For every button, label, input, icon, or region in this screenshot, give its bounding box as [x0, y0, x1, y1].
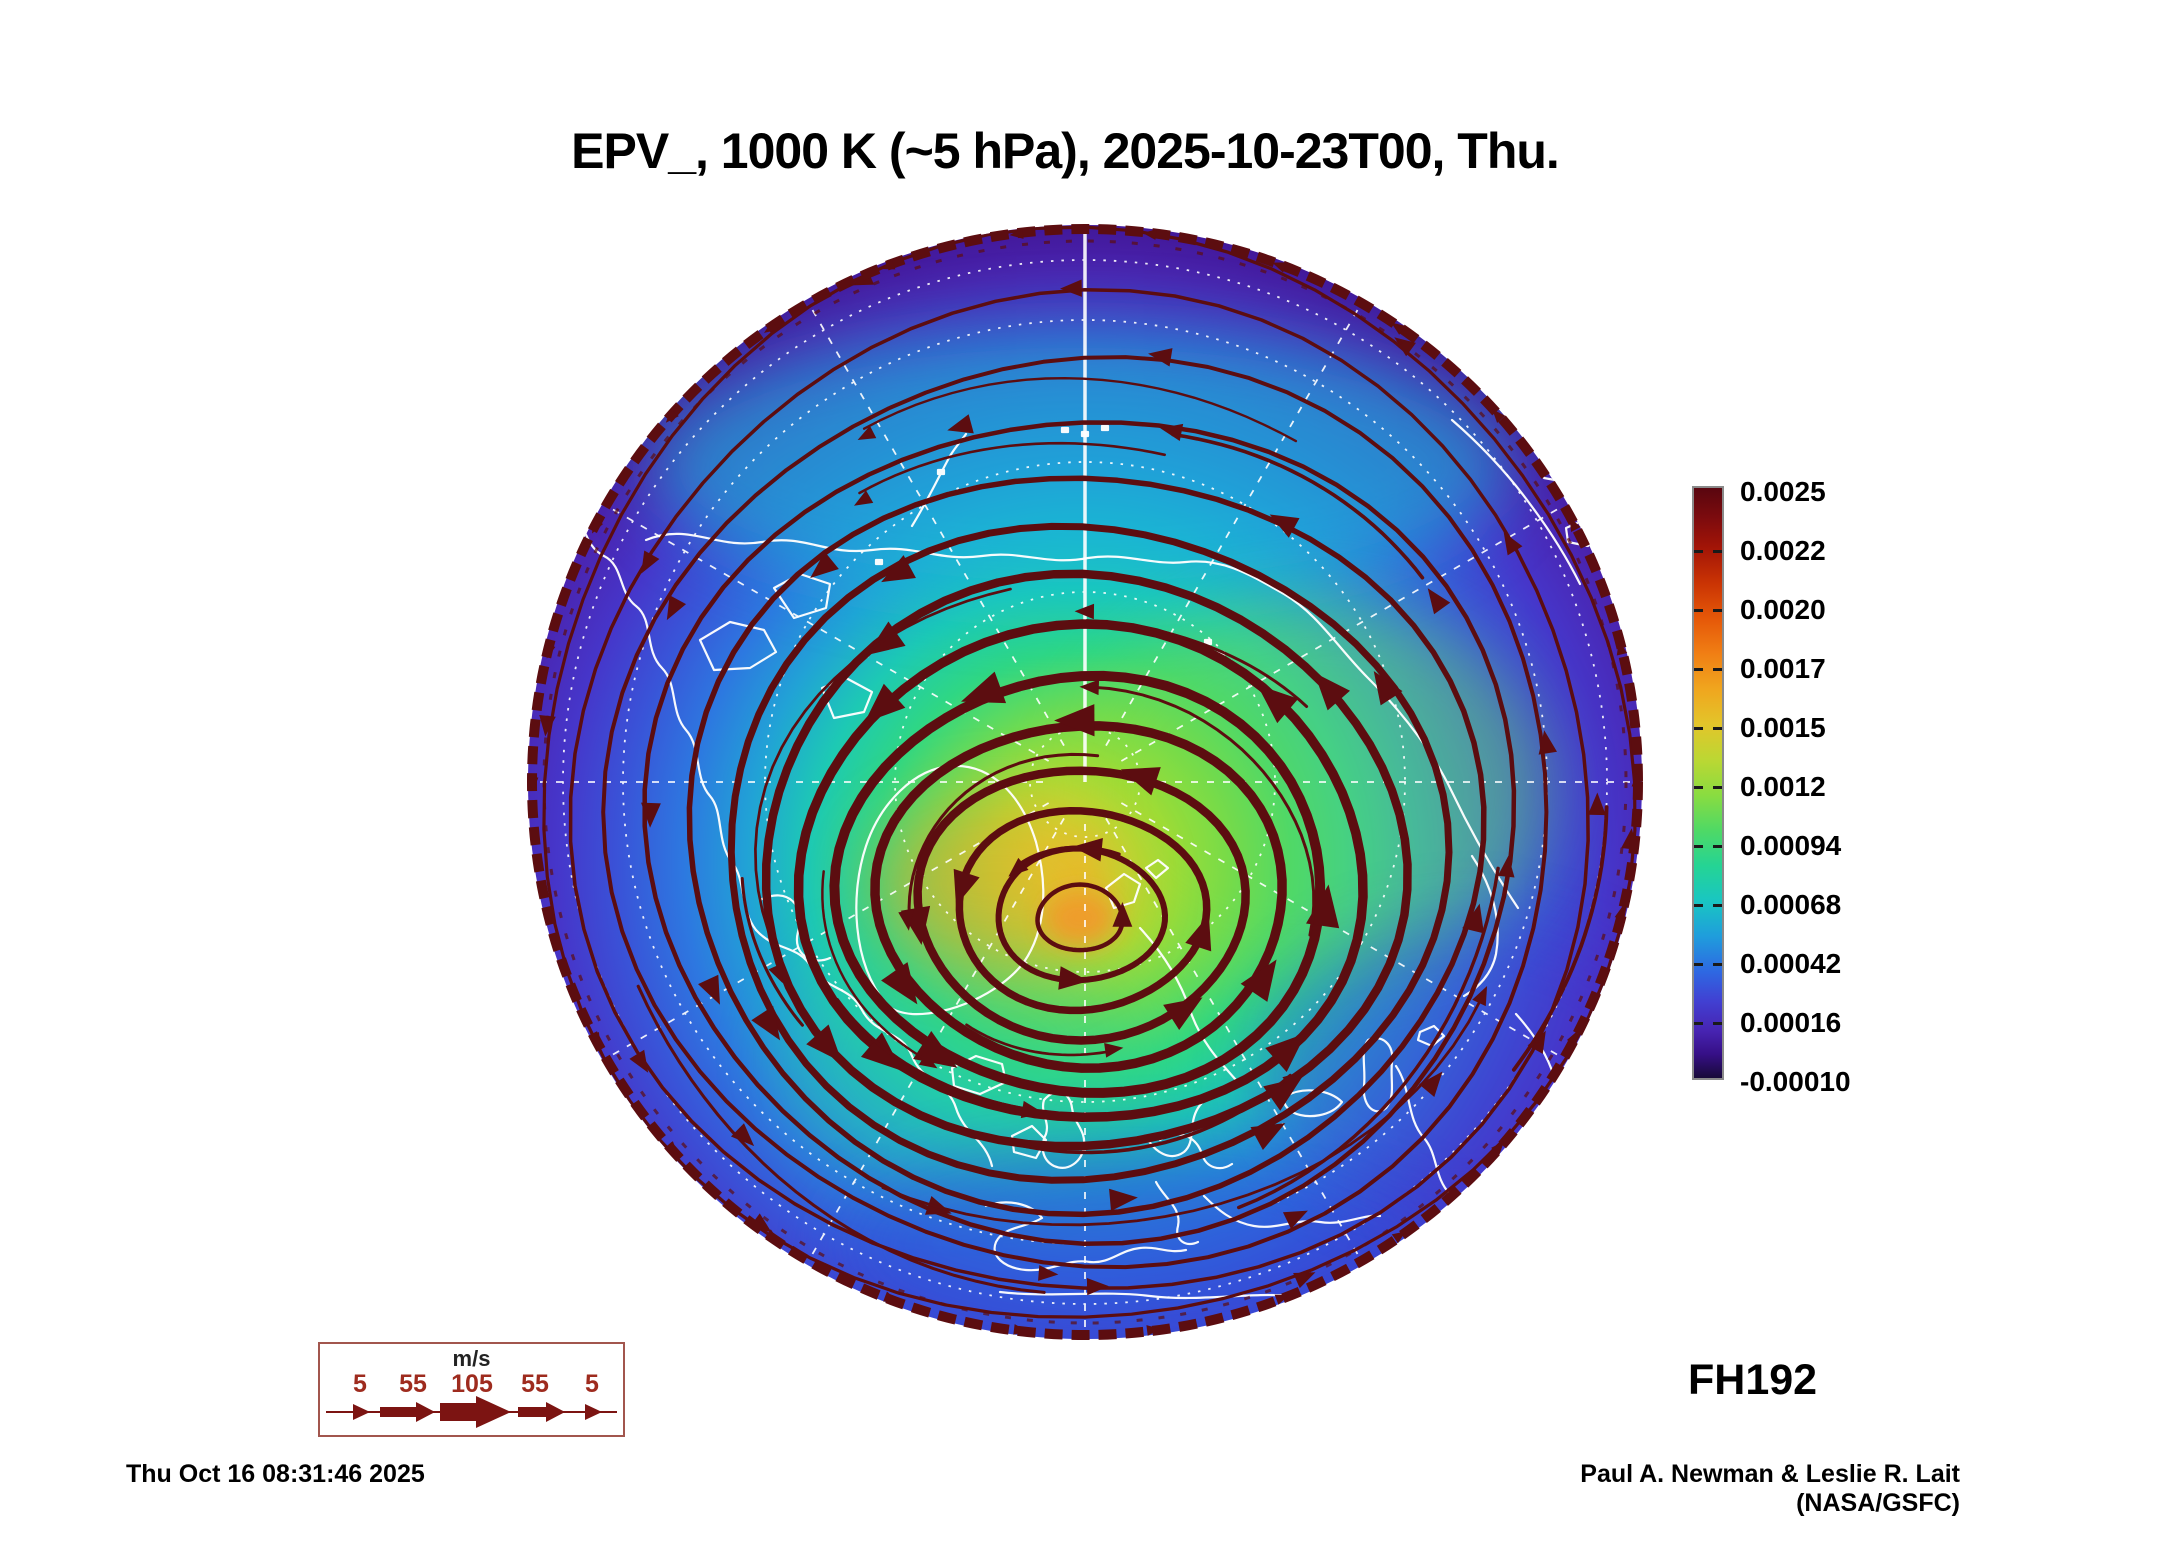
- colorbar-label: 0.0025: [1740, 476, 1826, 507]
- streamlines: [539, 225, 1638, 1319]
- colorbar-tick: [1713, 727, 1722, 730]
- colorbar-tick: [1694, 904, 1703, 907]
- colorbar-tick: [1694, 786, 1703, 789]
- wind-legend-arrows-icon: [326, 1396, 617, 1428]
- colorbar-label: 0.00042: [1740, 948, 1842, 979]
- wind-legend-value: 5: [585, 1370, 599, 1398]
- wind-legend-value: 5: [353, 1370, 367, 1398]
- colorbar-label: 0.0012: [1740, 771, 1826, 802]
- wind-legend-unit: m/s: [452, 1346, 491, 1371]
- colorbar-tick: [1713, 963, 1722, 966]
- colorbar-label: 0.0022: [1740, 535, 1826, 566]
- colorbar-tick: [1694, 963, 1703, 966]
- colorbar-label: 0.00016: [1740, 1007, 1842, 1038]
- colorbar-label: 0.0015: [1740, 712, 1826, 743]
- colorbar-tick: [1694, 845, 1703, 848]
- colorbar-tick: [1713, 904, 1722, 907]
- credit-text: Paul A. Newman & Leslie R. Lait (NASA/GS…: [1580, 1460, 1960, 1517]
- colorbar-label: 0.00068: [1740, 889, 1842, 920]
- colorbar-tick: [1694, 550, 1703, 553]
- wind-legend-box: [318, 1342, 625, 1437]
- wind-legend-value: 55: [521, 1370, 549, 1398]
- colorbar-tick: [1713, 668, 1722, 671]
- map-rim: [527, 224, 1643, 1340]
- wind-legend-value: 55: [399, 1370, 427, 1398]
- colorbar-tick: [1713, 550, 1722, 553]
- colorbar-tick: [1694, 609, 1703, 612]
- colorbar-tick: [1713, 609, 1722, 612]
- generation-timestamp: Thu Oct 16 08:31:46 2025: [126, 1460, 425, 1488]
- colorbar-tick: [1694, 668, 1703, 671]
- colorbar-label: 0.0020: [1740, 594, 1826, 625]
- page-title: EPV_, 1000 K (~5 hPa), 2025-10-23T00, Th…: [571, 123, 1560, 179]
- colorbar: [1692, 486, 1724, 1080]
- colorbar-label: 0.00094: [1740, 830, 1842, 861]
- colorbar-tick: [1713, 786, 1722, 789]
- colorbar-tick: [1694, 1022, 1703, 1025]
- colorbar-tick: [1713, 845, 1722, 848]
- colorbar-label: 0.0017: [1740, 653, 1826, 684]
- colorbar-tick: [1713, 1022, 1722, 1025]
- wind-legend-value: 105: [451, 1370, 493, 1398]
- colorbar-tick: [1694, 727, 1703, 730]
- forecast-hour-label: FH192: [1688, 1356, 1818, 1404]
- colorbar-label: -0.00010: [1740, 1066, 1851, 1097]
